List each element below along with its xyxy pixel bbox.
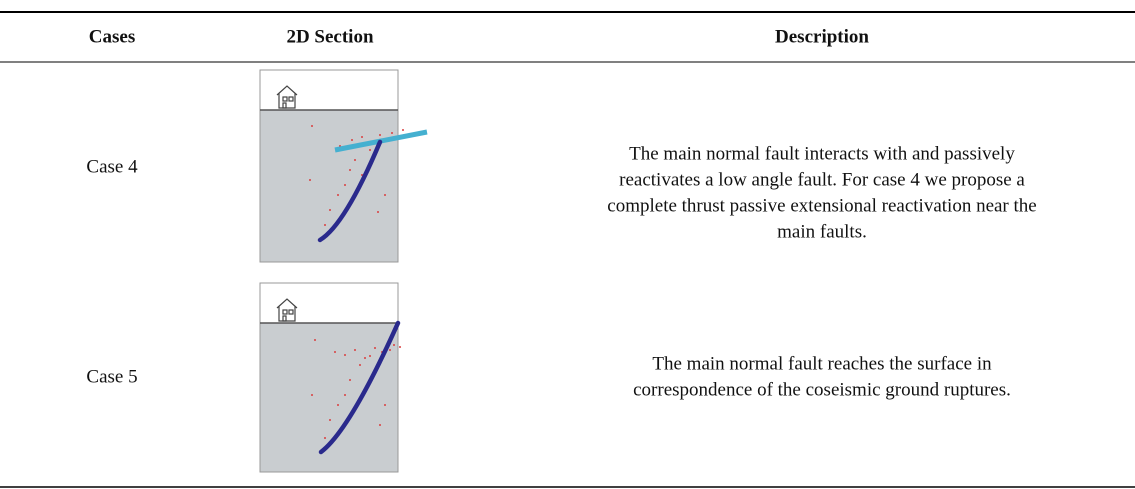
description: The main normal fault reaches the surfac… [633, 353, 1011, 400]
description-line: reactivates a low angle fault. For case … [619, 169, 1025, 190]
description-line: complete thrust passive extensional reac… [607, 195, 1036, 216]
description-line: The main normal fault interacts with and… [629, 143, 1015, 164]
section-image [259, 282, 401, 473]
section-image [259, 69, 428, 263]
description-line: main faults. [777, 221, 867, 242]
case-label: Case 5 [86, 366, 137, 387]
description: The main normal fault interacts with and… [607, 143, 1036, 242]
header-cell: Description [775, 26, 869, 47]
header-cell: Cases [89, 26, 135, 47]
description-line: correspondence of the coseismic ground r… [633, 379, 1011, 400]
case-label: Case 4 [86, 156, 138, 177]
header-cell: 2D Section [286, 26, 374, 47]
description-line: The main normal fault reaches the surfac… [652, 353, 992, 374]
